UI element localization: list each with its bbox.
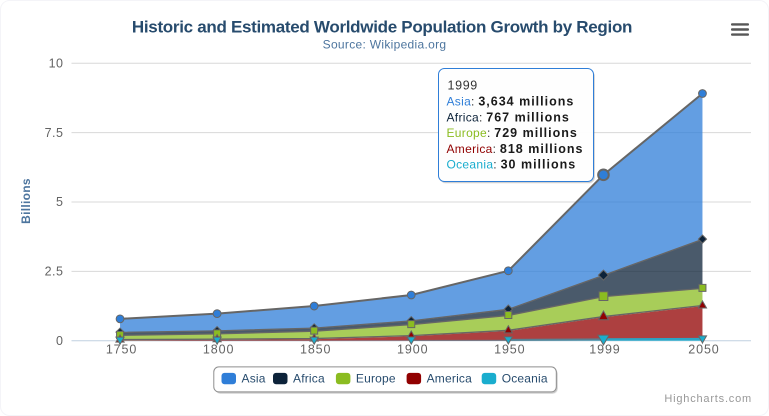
svg-text:10: 10 xyxy=(49,56,64,70)
svg-text:1800: 1800 xyxy=(203,343,234,357)
svg-text:1950: 1950 xyxy=(494,343,525,357)
svg-text:Billions: Billions xyxy=(19,178,33,224)
svg-text:0: 0 xyxy=(56,334,63,348)
svg-text:2050: 2050 xyxy=(688,343,719,357)
svg-text:Europe: Europe xyxy=(356,371,396,385)
svg-text:7.5: 7.5 xyxy=(45,126,64,140)
svg-text:1999: 1999 xyxy=(448,79,478,93)
svg-text:5: 5 xyxy=(56,195,63,209)
svg-text:Highcharts.com: Highcharts.com xyxy=(664,393,752,405)
svg-text:Africa: Africa xyxy=(293,371,325,385)
svg-text:America: 818 millions: America: 818 millions xyxy=(447,142,584,156)
svg-text:1850: 1850 xyxy=(300,343,331,357)
svg-text:1999: 1999 xyxy=(589,343,620,357)
svg-text:Historic and Estimated Worldwi: Historic and Estimated Worldwide Populat… xyxy=(132,18,632,37)
svg-text:Asia: Asia xyxy=(242,371,266,385)
svg-text:2.5: 2.5 xyxy=(45,265,64,279)
svg-text:Asia: 3,634 millions: Asia: 3,634 millions xyxy=(447,95,575,109)
svg-text:1900: 1900 xyxy=(397,343,428,357)
svg-text:1750: 1750 xyxy=(106,343,137,357)
svg-text:Europe: 729 millions: Europe: 729 millions xyxy=(447,126,578,140)
svg-text:Oceania: Oceania xyxy=(502,371,548,385)
svg-text:Oceania: 30 millions: Oceania: 30 millions xyxy=(447,158,577,172)
svg-text:Africa: 767 millions: Africa: 767 millions xyxy=(447,110,570,124)
svg-text:America: America xyxy=(427,371,473,385)
svg-text:Source: Wikipedia.org: Source: Wikipedia.org xyxy=(323,37,447,51)
